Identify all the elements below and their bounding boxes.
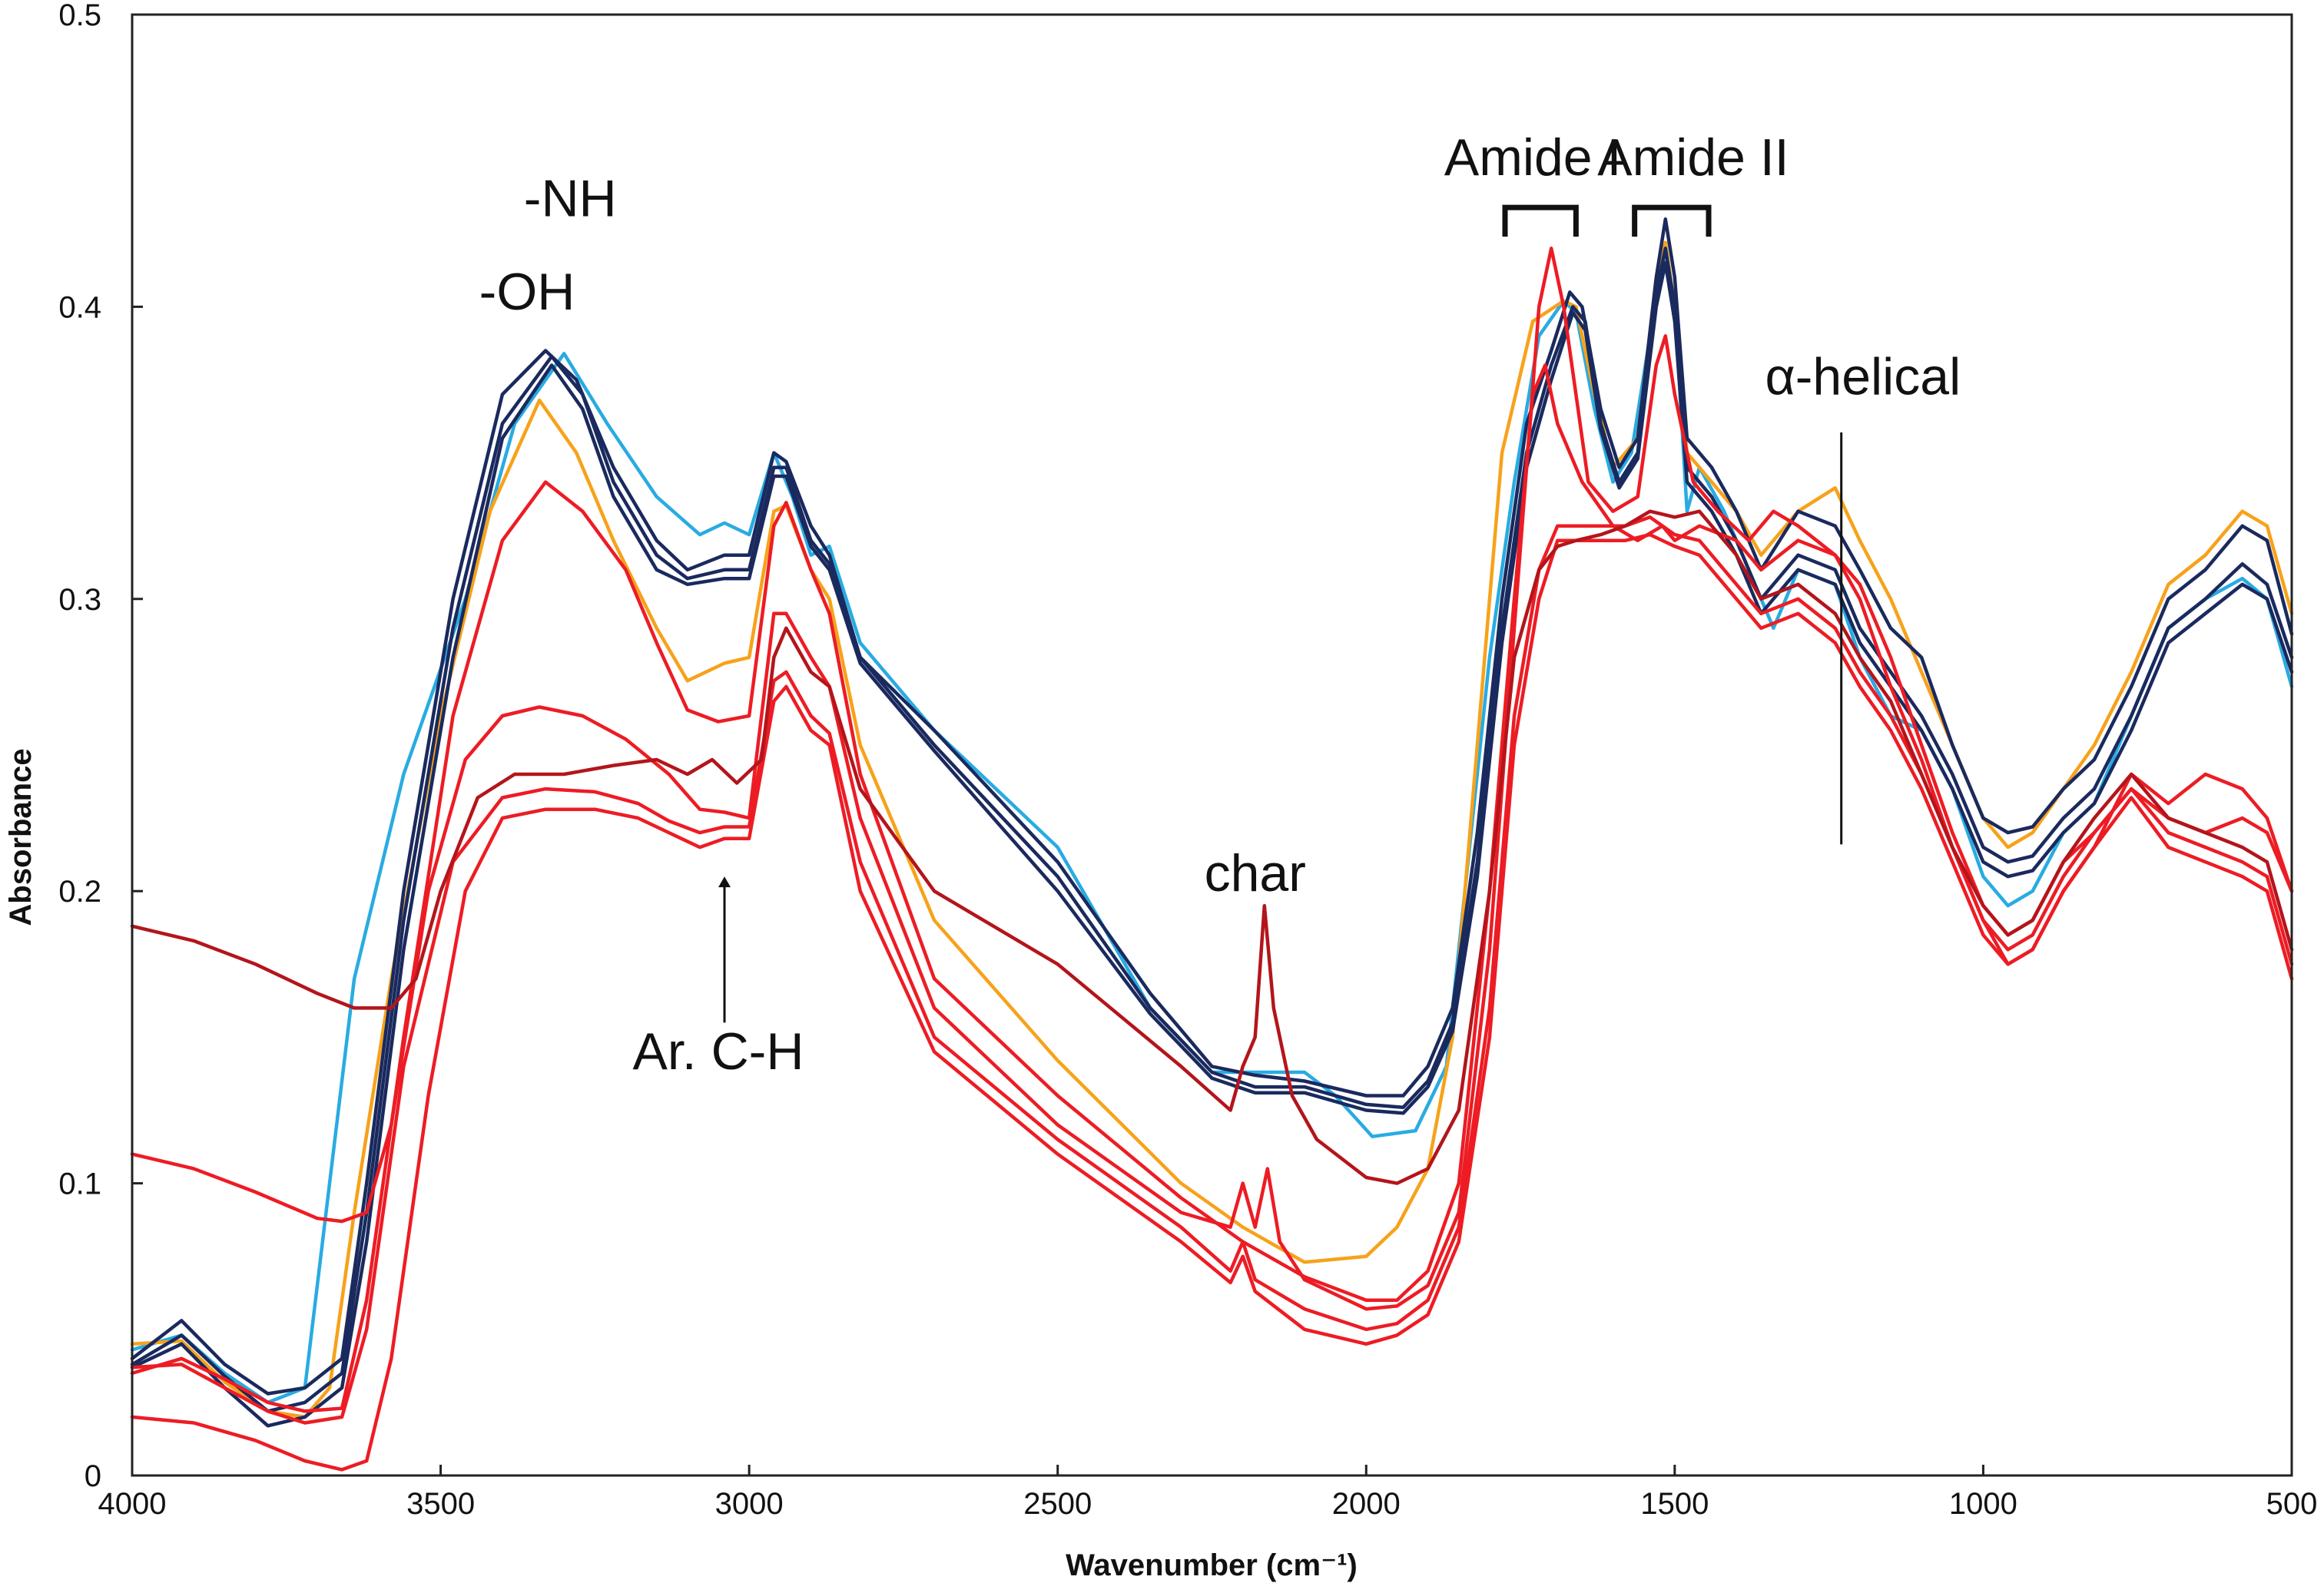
y-tick-labels: 0 0.1 0.2 0.3 0.4 0.5 (58, 0, 101, 1493)
series-line-3 (130, 217, 2294, 1396)
y-tick-label: 0.3 (58, 583, 101, 617)
annotation-label: -OH (479, 263, 575, 321)
y-tick-label: 0.2 (58, 875, 101, 909)
series-line-8 (130, 532, 2294, 1472)
x-tick-label: 3500 (406, 1487, 475, 1521)
series-line-10 (130, 509, 2294, 1185)
x-tick-labels: 4000 3500 3000 2500 2000 1500 1000 500 (98, 1487, 2318, 1521)
series-line-1 (130, 252, 2294, 1405)
x-tick-label: 2000 (1332, 1487, 1401, 1521)
annotation-marks (718, 204, 1843, 1023)
y-tick-label: 0.1 (58, 1167, 101, 1201)
x-tick-label: 1000 (1949, 1487, 2017, 1521)
annotation-label: -NH (524, 169, 617, 227)
x-tick-label: 2500 (1023, 1487, 1092, 1521)
annotation-label: Ar. C-H (633, 1022, 804, 1081)
amide-bracket (1632, 204, 1712, 237)
annotation-label: α-helical (1765, 348, 1961, 406)
x-tick-label: 3000 (715, 1487, 784, 1521)
x-tick-label: 4000 (98, 1487, 167, 1521)
annotation-label: char (1205, 844, 1306, 902)
y-tick-label: 0.4 (58, 290, 101, 324)
series-line-9 (130, 515, 2294, 1425)
arrow-head (718, 876, 731, 888)
spectra-series (130, 217, 2294, 1472)
x-tick-label: 1500 (1640, 1487, 1709, 1521)
series-line-5 (130, 261, 2294, 1428)
y-tick-label: 0 (85, 1459, 101, 1493)
y-tick-label: 0.5 (58, 0, 101, 32)
x-axis-title: Wavenumber (cm⁻¹) (1066, 1548, 1358, 1582)
x-tick-label: 500 (2266, 1487, 2318, 1521)
amide-bracket (1502, 204, 1579, 237)
annotation-label: Amide I (1444, 128, 1622, 187)
plot-frame (131, 13, 2293, 1477)
annotation-label: Amide II (1597, 128, 1789, 187)
y-axis-title: Absorbance (4, 748, 38, 926)
